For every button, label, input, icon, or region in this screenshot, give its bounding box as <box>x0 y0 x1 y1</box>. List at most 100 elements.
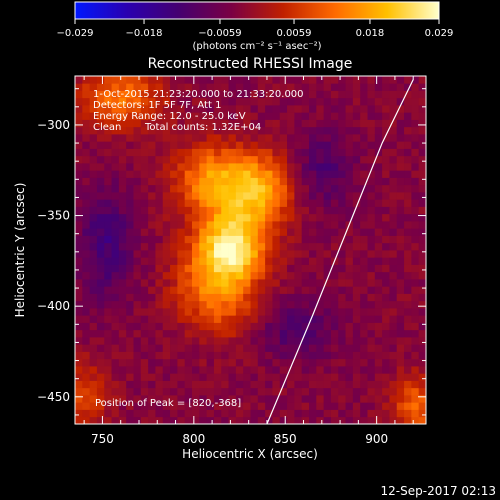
heatmap-cell <box>148 358 156 367</box>
heatmap-cell <box>287 192 295 200</box>
heatmap-cell <box>89 351 98 360</box>
heatmap-cell <box>367 177 376 186</box>
heatmap-cell <box>265 228 273 236</box>
heatmap-cell <box>272 293 281 302</box>
heatmap-cell <box>177 402 186 410</box>
heatmap-cell <box>404 192 412 200</box>
heatmap-cell <box>316 184 325 193</box>
heatmap-cell <box>221 184 229 193</box>
heatmap-cell <box>396 155 405 164</box>
heatmap-cell <box>82 300 91 309</box>
heatmap-cell <box>367 184 376 193</box>
heatmap-cell <box>162 192 171 200</box>
heatmap-cell <box>360 264 368 273</box>
heatmap-cell <box>213 315 222 323</box>
heatmap-cell <box>382 329 390 338</box>
heatmap-cell <box>228 279 237 287</box>
heatmap-cell <box>228 416 237 424</box>
heatmap-cell <box>118 221 127 229</box>
heatmap-cell <box>330 119 339 128</box>
heatmap-cell <box>323 97 332 106</box>
heatmap-cell <box>199 97 208 106</box>
heatmap-cell <box>89 242 98 251</box>
heatmap-cell <box>330 192 339 200</box>
heatmap-cell <box>184 105 193 113</box>
heatmap-cell <box>250 221 259 229</box>
heatmap-cell <box>265 300 273 309</box>
heatmap-cell <box>133 134 142 142</box>
heatmap-cell <box>140 300 149 309</box>
heatmap-cell <box>250 235 259 244</box>
heatmap-cell <box>96 235 105 244</box>
heatmap-cell <box>272 366 281 374</box>
heatmap-cell <box>133 141 142 149</box>
heatmap-cell <box>272 242 281 251</box>
heatmap-cell <box>235 250 244 258</box>
heatmap-cell <box>126 344 134 352</box>
heatmap-cell <box>250 402 259 410</box>
heatmap-cell <box>316 105 325 113</box>
heatmap-cell <box>374 271 383 280</box>
heatmap-cell <box>360 344 368 352</box>
heatmap-cell <box>192 351 200 360</box>
heatmap-cell <box>323 264 332 273</box>
heatmap-cell <box>118 387 127 396</box>
heatmap-cell <box>228 83 237 91</box>
heatmap-cell <box>184 163 193 171</box>
heatmap-cell <box>126 358 134 367</box>
heatmap-cell <box>221 155 229 164</box>
heatmap-cell <box>338 250 346 258</box>
heatmap-cell <box>184 242 193 251</box>
heatmap-cell <box>301 148 310 157</box>
heatmap-cell <box>192 163 200 171</box>
heatmap-cell <box>126 242 134 251</box>
heatmap-cell <box>272 300 281 309</box>
heatmap-cell <box>301 409 310 418</box>
heatmap-cell <box>374 199 383 207</box>
heatmap-cell <box>148 271 156 280</box>
heatmap-cell <box>206 293 215 302</box>
heatmap-cell <box>243 264 251 273</box>
heatmap-cell <box>396 177 405 186</box>
heatmap-cell <box>367 155 376 164</box>
heatmap-cell <box>148 402 156 410</box>
heatmap-cell <box>257 315 266 323</box>
heatmap-cell <box>235 308 244 316</box>
heatmap-cell <box>250 300 259 309</box>
heatmap-cell <box>118 402 127 410</box>
heatmap-cell <box>374 170 383 178</box>
heatmap-cell <box>418 300 426 309</box>
y-tick-label: −450 <box>37 390 70 404</box>
heatmap-cell <box>177 409 186 418</box>
heatmap-cell <box>279 395 288 403</box>
heatmap-cell <box>338 184 346 193</box>
heatmap-cell <box>177 271 186 280</box>
annotation-detectors: Detectors: 1F 5F 7F, Att 1 <box>93 100 221 111</box>
heatmap-cell <box>265 163 273 171</box>
heatmap-cell <box>338 380 346 389</box>
heatmap-cell <box>257 351 266 360</box>
heatmap-cell <box>243 315 251 323</box>
heatmap-cell <box>309 337 317 345</box>
heatmap-cell <box>330 279 339 287</box>
heatmap-cell <box>287 373 295 381</box>
heatmap-cell <box>155 286 164 294</box>
heatmap-cell <box>133 119 142 128</box>
heatmap-cell <box>411 293 420 302</box>
heatmap-cell <box>213 242 222 251</box>
heatmap-cell <box>411 199 420 207</box>
heatmap-cell <box>177 416 186 424</box>
heatmap-cell <box>382 257 390 265</box>
heatmap-cell <box>221 271 229 280</box>
heatmap-cell <box>104 293 112 302</box>
heatmap-cell <box>206 90 215 99</box>
heatmap-cell <box>221 213 229 222</box>
heatmap-cell <box>360 337 368 345</box>
heatmap-cell <box>118 119 127 128</box>
heatmap-cell <box>75 358 83 367</box>
heatmap-cell <box>111 155 120 164</box>
heatmap-cell <box>104 170 112 178</box>
heatmap-cell <box>177 83 186 91</box>
heatmap-cell <box>257 409 266 418</box>
heatmap-cell <box>221 416 229 424</box>
